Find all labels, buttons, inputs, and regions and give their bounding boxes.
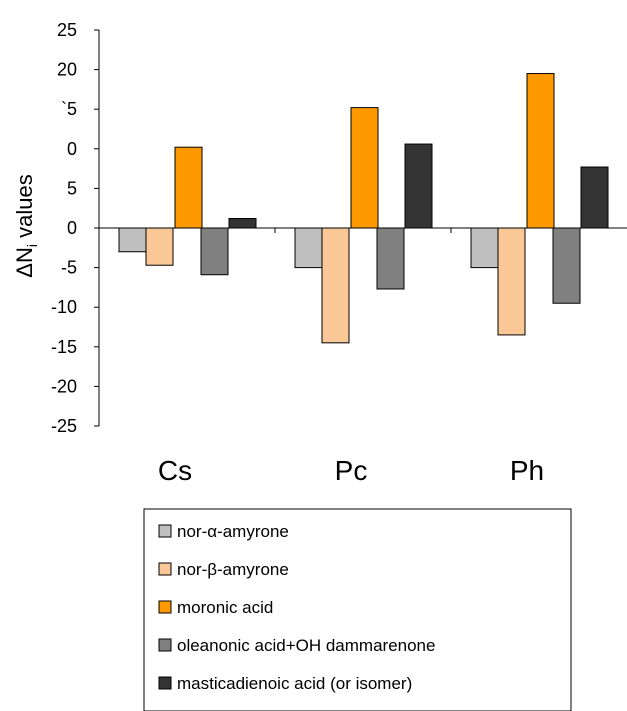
bar-cs-series-5 <box>228 217 257 229</box>
bar-ph-series-2 <box>497 227 526 336</box>
plot-area: -25 -20 -15 -10 -5 0 5 0 `5 20 25 Cs Pc Ph <box>51 20 627 486</box>
y-tick-label: 25 <box>57 20 77 40</box>
bar-cs-series-2 <box>145 227 174 266</box>
bar-pc-series-3 <box>350 107 379 229</box>
bar-pc-series-5 <box>404 143 433 229</box>
bar-cs-series-4 <box>200 227 229 276</box>
y-tick-label: 0 <box>67 139 77 159</box>
legend-swatch <box>158 562 172 576</box>
y-tick-label: 20 <box>57 60 77 80</box>
y-axis-title-main: ΔN <box>12 247 37 278</box>
bar-ph-series-3 <box>526 73 555 229</box>
bar-ph-series-5 <box>580 166 609 229</box>
y-tick-label: -20 <box>51 376 77 396</box>
bar-cs-series-3 <box>174 146 203 229</box>
legend-label: moronic acid <box>177 598 273 617</box>
y-axis-title-subscript: i <box>24 244 40 247</box>
bar-ph-series-4 <box>552 227 581 304</box>
legend-label: masticadienoic acid (or isomer) <box>177 674 412 693</box>
y-tick-label: -25 <box>51 416 77 436</box>
legend-swatch <box>158 524 172 538</box>
bar-pc-series-4 <box>376 227 405 290</box>
bar-pc-series-1 <box>294 227 323 269</box>
y-tick-label: `5 <box>61 99 77 119</box>
y-tick-label: 0 <box>67 218 77 238</box>
legend-label: oleanonic acid+OH dammarenone <box>177 636 435 655</box>
bar-cs-series-1 <box>118 227 147 253</box>
x-category-label: Ph <box>510 455 544 486</box>
legend-label: nor-α-amyrone <box>177 522 289 541</box>
legend-box <box>143 508 572 711</box>
legend-label: nor-β-amyrone <box>177 560 289 579</box>
y-tick-label: -5 <box>61 258 77 278</box>
bar-pc-series-2 <box>321 227 350 344</box>
y-tick-label: -10 <box>51 297 77 317</box>
legend-swatch <box>158 600 172 614</box>
x-category-label: Cs <box>158 455 192 486</box>
y-axis-title: ΔNi values <box>12 174 40 277</box>
y-tick-label: 5 <box>67 178 77 198</box>
legend-swatch <box>158 676 172 690</box>
legend-swatch <box>158 638 172 652</box>
x-category-label: Pc <box>335 455 368 486</box>
legend: nor-α-amyrone nor-β-amyrone moronic acid ol… <box>143 508 572 711</box>
bar-ph-series-1 <box>470 227 499 269</box>
y-tick-label: -15 <box>51 337 77 357</box>
y-axis-title-suffix: values <box>12 174 37 244</box>
